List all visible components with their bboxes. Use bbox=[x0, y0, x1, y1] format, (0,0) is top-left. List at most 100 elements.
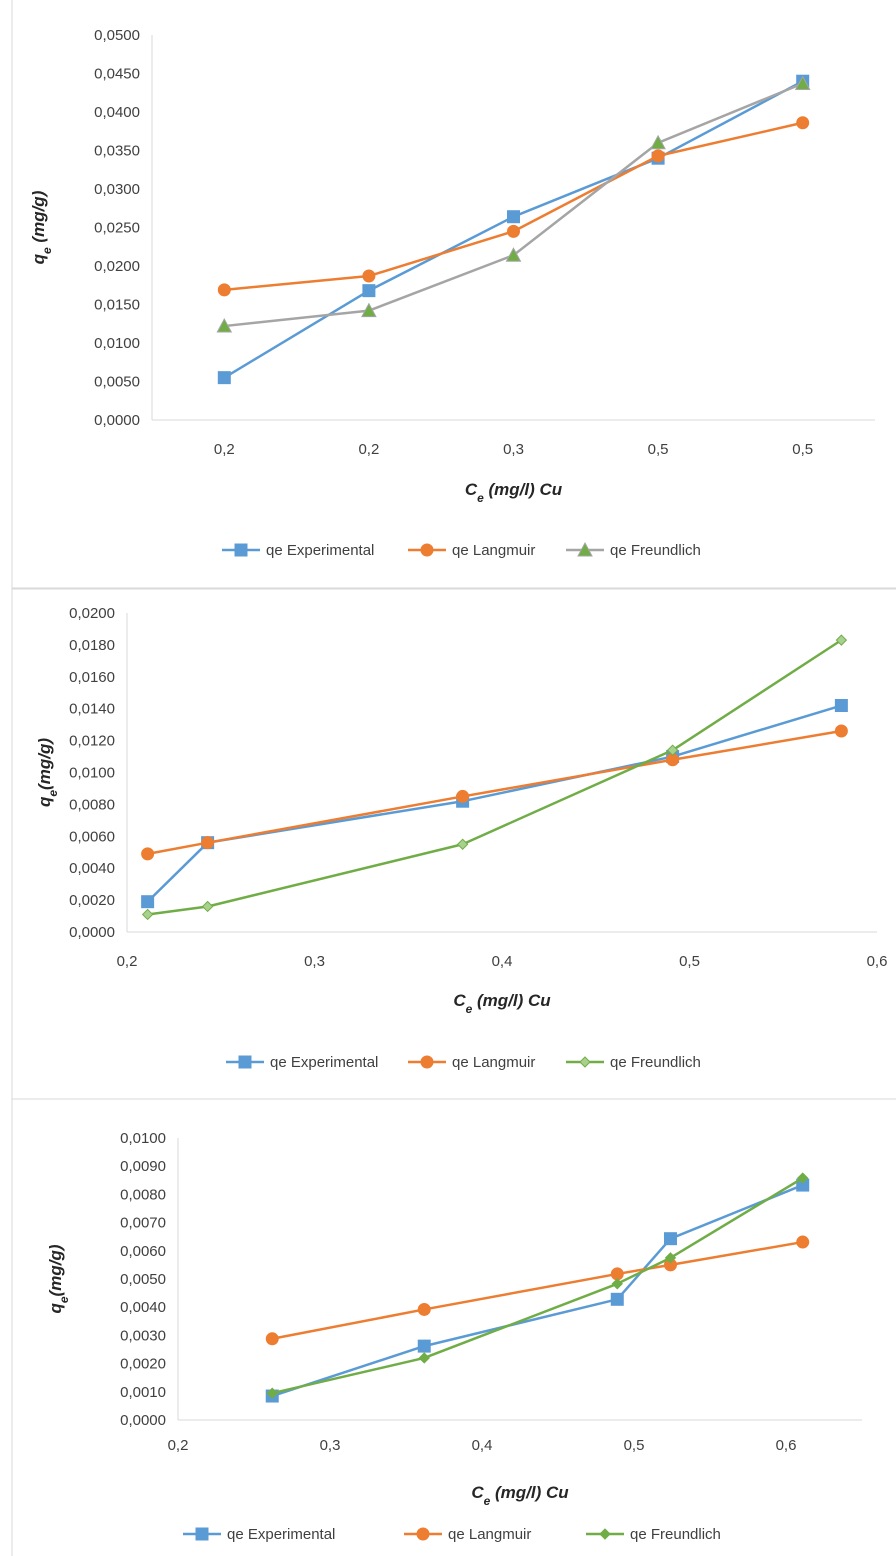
chart-1-group: 0,0000 0,0050 0,0100 0,0150 0,0200 0,0250 0,03… bbox=[29, 27, 875, 559]
chart-1-x-tick-label: 0,3 bbox=[503, 441, 524, 458]
chart-2-data-point bbox=[141, 908, 154, 921]
chart-1-y-tick-label: 0,0200 bbox=[94, 258, 140, 275]
chart-2-legend-marker bbox=[420, 1055, 434, 1069]
chart-3-x-tick-label: 0,5 bbox=[624, 1437, 645, 1454]
chart-1-legend-marker bbox=[577, 541, 593, 557]
chart-2-data-point bbox=[201, 900, 214, 913]
chart-3-data-point bbox=[796, 1235, 810, 1249]
chart-1-x-axis-title: Ce (mg/l) Cu bbox=[465, 480, 563, 505]
chart-2-x-axis-title: Ce (mg/l) Cu bbox=[453, 991, 551, 1016]
chart-2-data-point bbox=[456, 789, 470, 803]
chart-2-legend-label: qe Freundlich bbox=[610, 1054, 701, 1071]
chart-2-y-tick-label: 0,0080 bbox=[69, 796, 115, 813]
chart-1-series-line bbox=[224, 121, 803, 292]
chart-2-series-2 bbox=[141, 634, 848, 921]
chart-3-legend-label: qe Experimental bbox=[227, 1526, 335, 1543]
chart-2-data-point bbox=[201, 836, 215, 850]
chart-2-legend-marker bbox=[579, 1056, 591, 1068]
chart-2-legend-marker bbox=[238, 1055, 252, 1069]
chart-3-data-point bbox=[664, 1252, 677, 1264]
chart-2-x-tick-label: 0,3 bbox=[304, 953, 325, 970]
chart-1-legend-label: qe Langmuir bbox=[452, 542, 535, 559]
chart-3-legend-marker bbox=[599, 1528, 611, 1540]
chart-3-data-point bbox=[265, 1332, 279, 1346]
chart-3-legend-label: qe Langmuir bbox=[448, 1526, 531, 1543]
chart-2-series-1 bbox=[141, 724, 848, 861]
chart-3-x-tick-label: 0,3 bbox=[320, 1437, 341, 1454]
chart-1-y-tick-label: 0,0400 bbox=[94, 104, 140, 121]
chart-1-y-tick-label: 0,0450 bbox=[94, 66, 140, 83]
chart-3-x-tick-label: 0,6 bbox=[776, 1437, 797, 1454]
chart-1-y-tick-label: 0,0500 bbox=[94, 27, 140, 44]
chart-2-data-point bbox=[456, 838, 469, 850]
chart-2-y-tick-label: 0,0020 bbox=[69, 892, 115, 909]
chart-panel-1: 0,0000 0,0050 0,0100 0,0150 0,0200 0,0250 0,03… bbox=[0, 0, 896, 589]
chart-3-y-tick-label: 0,0060 bbox=[120, 1243, 166, 1260]
chart-1-legend-label: qe Freundlich bbox=[610, 542, 701, 559]
chart-2-data-point bbox=[834, 699, 848, 713]
chart-3-legend-marker bbox=[195, 1527, 209, 1541]
chart-3-series-line bbox=[271, 1176, 804, 1395]
chart-panel-2-frame: 0,0000 0,0020 0,0040 0,0060 0,0080 0,0100 0,01… bbox=[0, 588, 896, 1100]
chart-3-y-tick-label: 0,0010 bbox=[120, 1384, 166, 1401]
chart-1-data-point bbox=[507, 210, 520, 224]
chart-1-series-2 bbox=[216, 75, 811, 333]
chart-3-x-tick-label: 0,4 bbox=[472, 1437, 493, 1454]
chart-1-y-tick-label: 0,0000 bbox=[94, 412, 140, 429]
chart-2-data-point bbox=[141, 895, 155, 909]
chart-1-data-point bbox=[505, 247, 522, 262]
chart-1-x-tick-label: 0,5 bbox=[648, 441, 669, 458]
chart-2-y-tick-label: 0,0180 bbox=[69, 637, 115, 654]
chart-3-series-0 bbox=[265, 1178, 810, 1403]
chart-2-x-tick-label: 0,2 bbox=[117, 953, 138, 970]
chart-2-legend-label: qe Langmuir bbox=[452, 1054, 535, 1071]
chart-2-y-tick-label: 0,0120 bbox=[69, 733, 115, 750]
chart-1-y-tick-label: 0,0050 bbox=[94, 374, 140, 391]
chart-1-data-point bbox=[362, 284, 376, 298]
chart-1-y-tick-label: 0,0350 bbox=[94, 143, 140, 160]
chart-1-legend-label: qe Experimental bbox=[266, 542, 374, 559]
chart-3-legend: qe Experimental qe Langmuir qe Freundlich bbox=[183, 1526, 721, 1543]
chart-3-data-point bbox=[266, 1387, 278, 1399]
chart-1-data-point bbox=[796, 116, 810, 130]
chart-3-group: 0,0000 0,0010 0,0020 0,0030 0,0040 0,0050 0,00… bbox=[46, 1130, 862, 1543]
chart-3-data-point bbox=[418, 1352, 430, 1364]
chart-2-x-tick-label: 0,5 bbox=[679, 953, 700, 970]
chart-2-y-tick-label: 0,0140 bbox=[69, 701, 115, 718]
chart-2-group: 0,0000 0,0020 0,0040 0,0060 0,0080 0,0100 0,01… bbox=[35, 605, 887, 1071]
chart-1-y-tick-label: 0,0250 bbox=[94, 220, 140, 237]
chart-1-svg: 0,0000 0,0050 0,0100 0,0150 0,0200 0,0250 0,03… bbox=[11, 0, 896, 589]
chart-1-x-tick-label: 0,2 bbox=[358, 441, 379, 458]
chart-1-legend: qe Experimental qe Langmuir qe Freundlich bbox=[222, 541, 701, 559]
chart-1-legend-marker bbox=[420, 543, 434, 557]
chart-2-data-point bbox=[141, 847, 155, 861]
chart-2-svg: 0,0000 0,0020 0,0040 0,0060 0,0080 0,0100 0,01… bbox=[11, 588, 896, 1100]
chart-3-y-tick-label: 0,0070 bbox=[120, 1215, 166, 1232]
chart-3-y-tick-label: 0,0090 bbox=[120, 1158, 166, 1175]
chart-2-y-tick-label: 0,0200 bbox=[69, 605, 115, 622]
chart-3-y-tick-label: 0,0100 bbox=[120, 1130, 166, 1147]
chart-1-y-tick-label: 0,0150 bbox=[94, 297, 140, 314]
chart-3-x-axis-title: Ce (mg/l) Cu bbox=[471, 1483, 569, 1508]
chart-1-series-line bbox=[224, 82, 804, 328]
chart-1-data-point bbox=[361, 302, 377, 318]
chart-2-x-tick-label: 0,4 bbox=[492, 953, 513, 970]
chart-3-data-point bbox=[417, 1339, 431, 1353]
chart-3-y-tick-label: 0,0080 bbox=[120, 1186, 166, 1203]
chart-2-data-point bbox=[835, 634, 848, 646]
chart-1-data-point bbox=[651, 149, 665, 163]
chart-3-series-line bbox=[271, 1183, 804, 1398]
chart-1-x-tick-label: 0,5 bbox=[792, 441, 813, 458]
chart-3-y-tick-label: 0,0020 bbox=[120, 1356, 166, 1373]
chart-3-svg: 0,0000 0,0010 0,0020 0,0030 0,0040 0,0050 0,00… bbox=[11, 778, 862, 1556]
chart-3-data-point bbox=[663, 1232, 677, 1246]
chart-1-data-point bbox=[217, 283, 231, 297]
chart-3-series-line bbox=[272, 1240, 803, 1341]
chart-panel-3: 0,0000 0,0010 0,0020 0,0030 0,0040 0,0050 0,00… bbox=[0, 778, 896, 1556]
chart-3-data-point bbox=[797, 1172, 809, 1184]
chart-3-series-2 bbox=[266, 1172, 809, 1399]
chart-2-y-tick-label: 0,0100 bbox=[69, 765, 115, 782]
chart-1-data-point bbox=[507, 224, 520, 238]
chart-1-data-point bbox=[650, 134, 666, 150]
chart-3-data-point bbox=[611, 1278, 623, 1290]
